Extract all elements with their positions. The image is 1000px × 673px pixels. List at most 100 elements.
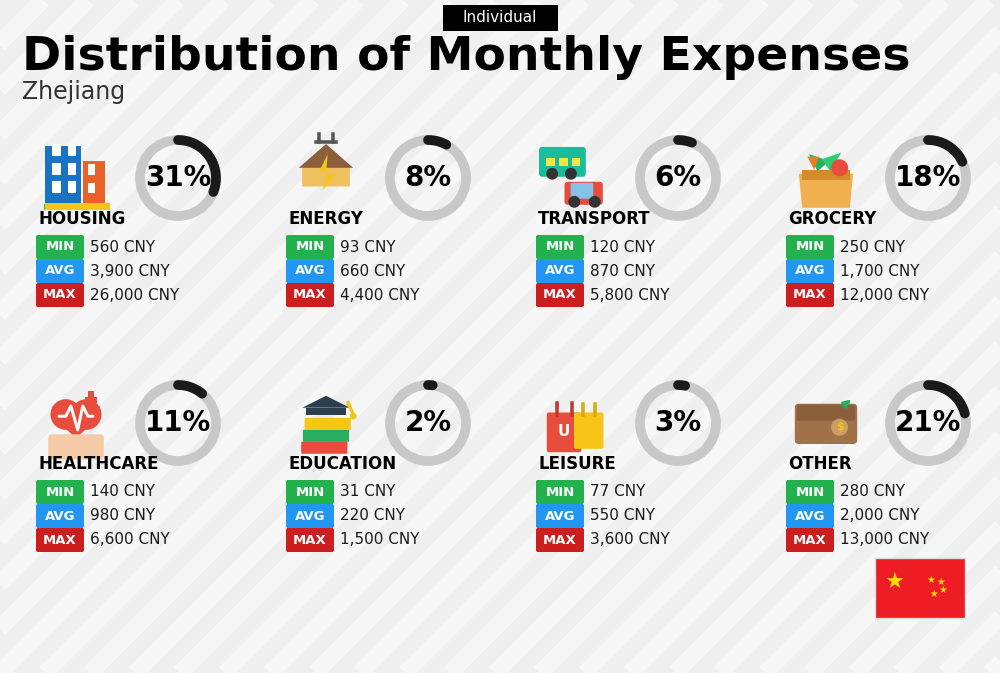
FancyBboxPatch shape <box>786 528 834 552</box>
Text: AVG: AVG <box>45 264 75 277</box>
Polygon shape <box>299 144 353 168</box>
FancyBboxPatch shape <box>559 157 568 166</box>
Text: MAX: MAX <box>293 534 327 546</box>
Text: MAX: MAX <box>543 289 577 302</box>
Text: MIN: MIN <box>545 485 575 499</box>
Text: MIN: MIN <box>295 240 325 254</box>
Text: MAX: MAX <box>293 289 327 302</box>
FancyBboxPatch shape <box>36 504 84 528</box>
Text: 980 CNY: 980 CNY <box>90 509 155 524</box>
FancyBboxPatch shape <box>547 413 581 452</box>
Text: AVG: AVG <box>45 509 75 522</box>
Text: $: $ <box>836 422 843 432</box>
Text: TRANSPORT: TRANSPORT <box>538 210 651 228</box>
Text: AVG: AVG <box>545 264 575 277</box>
Text: Zhejiang: Zhejiang <box>22 80 125 104</box>
Text: 550 CNY: 550 CNY <box>590 509 655 524</box>
Text: MAX: MAX <box>793 289 827 302</box>
Polygon shape <box>52 406 100 438</box>
FancyBboxPatch shape <box>45 145 81 203</box>
Text: 870 CNY: 870 CNY <box>590 264 655 279</box>
Circle shape <box>568 196 580 208</box>
Circle shape <box>589 196 601 208</box>
FancyBboxPatch shape <box>875 558 965 618</box>
Text: U: U <box>558 424 570 439</box>
Text: AVG: AVG <box>545 509 575 522</box>
Text: ★: ★ <box>929 589 938 598</box>
Text: MAX: MAX <box>793 534 827 546</box>
Text: MIN: MIN <box>795 240 825 254</box>
FancyBboxPatch shape <box>286 480 334 504</box>
Text: 31%: 31% <box>145 164 211 192</box>
Circle shape <box>565 168 577 180</box>
Text: 560 CNY: 560 CNY <box>90 240 155 254</box>
Text: 140 CNY: 140 CNY <box>90 485 155 499</box>
FancyBboxPatch shape <box>306 408 346 415</box>
FancyBboxPatch shape <box>286 283 334 307</box>
FancyBboxPatch shape <box>286 528 334 552</box>
Polygon shape <box>319 154 334 190</box>
Text: HEALTHCARE: HEALTHCARE <box>38 455 158 473</box>
FancyBboxPatch shape <box>286 235 334 259</box>
Text: 26,000 CNY: 26,000 CNY <box>90 287 179 302</box>
Text: 3,600 CNY: 3,600 CNY <box>590 532 670 548</box>
Text: MIN: MIN <box>45 485 75 499</box>
Text: MIN: MIN <box>795 485 825 499</box>
Text: ★: ★ <box>936 577 945 587</box>
Text: MAX: MAX <box>43 534 77 546</box>
FancyBboxPatch shape <box>536 259 584 283</box>
FancyBboxPatch shape <box>571 183 593 199</box>
Text: 250 CNY: 250 CNY <box>840 240 905 254</box>
Text: GROCERY: GROCERY <box>788 210 876 228</box>
Text: 8%: 8% <box>404 164 452 192</box>
Circle shape <box>50 399 81 430</box>
Polygon shape <box>302 396 350 408</box>
FancyBboxPatch shape <box>36 283 84 307</box>
Circle shape <box>71 399 102 430</box>
Text: 2,000 CNY: 2,000 CNY <box>840 509 920 524</box>
Text: 280 CNY: 280 CNY <box>840 485 905 499</box>
Polygon shape <box>809 154 829 171</box>
FancyBboxPatch shape <box>88 391 94 408</box>
Text: EDUCATION: EDUCATION <box>288 455 396 473</box>
Circle shape <box>350 413 357 419</box>
Text: OTHER: OTHER <box>788 455 852 473</box>
Text: MIN: MIN <box>45 240 75 254</box>
Text: 11%: 11% <box>145 409 211 437</box>
Text: 120 CNY: 120 CNY <box>590 240 655 254</box>
FancyBboxPatch shape <box>539 147 586 177</box>
FancyBboxPatch shape <box>88 164 95 174</box>
FancyBboxPatch shape <box>786 283 834 307</box>
Polygon shape <box>822 153 841 171</box>
FancyBboxPatch shape <box>36 480 84 504</box>
Text: 13,000 CNY: 13,000 CNY <box>840 532 929 548</box>
Polygon shape <box>302 151 350 186</box>
Text: MIN: MIN <box>295 485 325 499</box>
Text: 3%: 3% <box>654 409 702 437</box>
Text: MAX: MAX <box>43 289 77 302</box>
Text: 3,900 CNY: 3,900 CNY <box>90 264 170 279</box>
Circle shape <box>831 419 848 435</box>
FancyBboxPatch shape <box>795 404 857 444</box>
Text: ★: ★ <box>926 575 935 585</box>
FancyBboxPatch shape <box>84 396 97 402</box>
FancyBboxPatch shape <box>442 5 558 31</box>
FancyBboxPatch shape <box>786 235 834 259</box>
Text: 6,600 CNY: 6,600 CNY <box>90 532 170 548</box>
Text: 77 CNY: 77 CNY <box>590 485 645 499</box>
FancyBboxPatch shape <box>802 170 850 180</box>
Text: 93 CNY: 93 CNY <box>340 240 396 254</box>
FancyBboxPatch shape <box>286 259 334 283</box>
Text: MIN: MIN <box>545 240 575 254</box>
Text: 660 CNY: 660 CNY <box>340 264 405 279</box>
Text: HOUSING: HOUSING <box>38 210 125 228</box>
Text: 2%: 2% <box>404 409 452 437</box>
FancyBboxPatch shape <box>786 259 834 283</box>
Text: LEISURE: LEISURE <box>538 455 616 473</box>
FancyBboxPatch shape <box>83 161 105 203</box>
Circle shape <box>831 160 848 176</box>
Text: 1,500 CNY: 1,500 CNY <box>340 532 420 548</box>
FancyBboxPatch shape <box>536 528 584 552</box>
FancyBboxPatch shape <box>303 429 349 442</box>
Text: 4,400 CNY: 4,400 CNY <box>340 287 420 302</box>
